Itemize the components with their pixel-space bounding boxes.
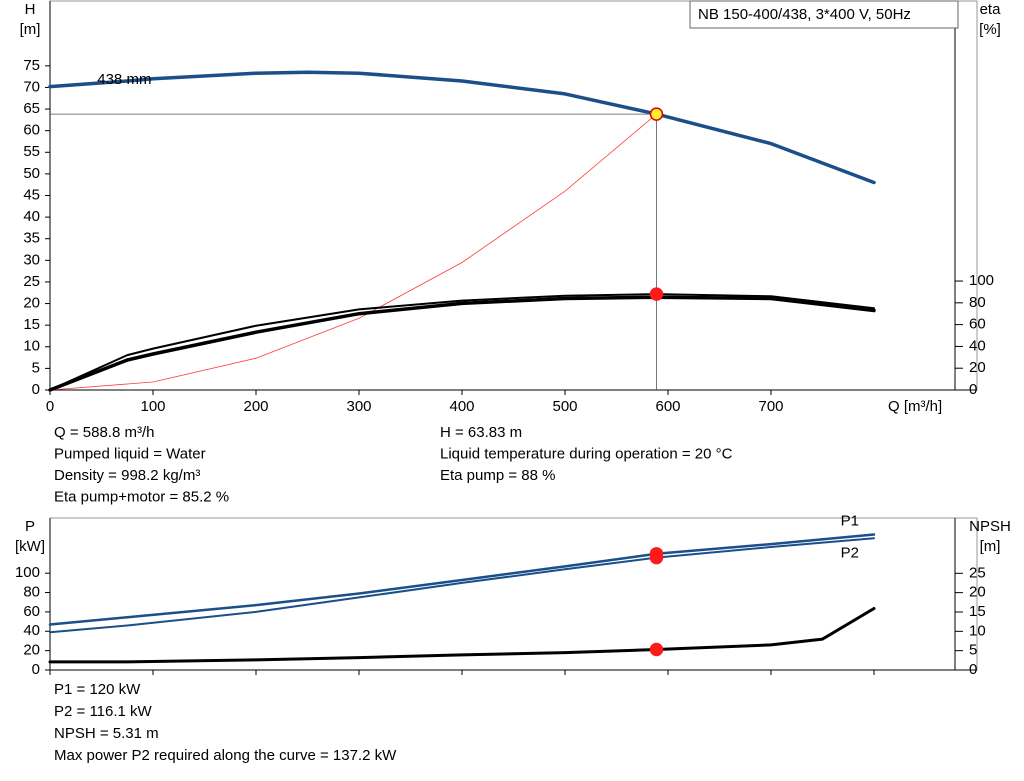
info-text: Max power P2 required along the curve = … <box>54 747 397 764</box>
x-tick-label: 300 <box>346 398 371 415</box>
y-axis-unit: [kW] <box>15 538 45 555</box>
y2-tick-label: 15 <box>969 603 986 620</box>
info-text: Liquid temperature during operation = 20… <box>440 445 733 462</box>
y-tick-label: 40 <box>23 208 40 225</box>
y-tick-label: 5 <box>32 359 40 376</box>
y-tick-label: 60 <box>23 603 40 620</box>
y-tick-label: 80 <box>23 584 40 601</box>
x-axis-title: Q [m³/h] <box>888 398 942 415</box>
plot-frame <box>49 0 978 391</box>
info-text: P2 = 116.1 kW <box>54 703 153 720</box>
operating-point <box>649 642 664 657</box>
curve-label: 438 mm <box>97 71 151 88</box>
x-tick-label: 600 <box>655 398 680 415</box>
y2-tick-label: 5 <box>969 642 977 659</box>
info-text: Eta pump = 88 % <box>440 467 556 484</box>
title-box <box>689 0 959 29</box>
y-tick-label: 20 <box>23 642 40 659</box>
y-axis-title: H <box>25 1 36 18</box>
y2-tick-label: 100 <box>969 272 994 289</box>
y-tick-label: 10 <box>23 338 40 355</box>
y-tick-label: 20 <box>23 295 40 312</box>
curve-label: P1 <box>841 512 859 529</box>
curve <box>49 113 657 391</box>
curve <box>48 70 876 185</box>
y2-tick-label: 10 <box>969 622 986 639</box>
y2-tick-label: 25 <box>969 564 986 581</box>
y-tick-label: 25 <box>23 273 40 290</box>
y-tick-label: 60 <box>23 122 40 139</box>
x-tick-label: 0 <box>46 398 54 415</box>
y-tick-label: 100 <box>15 564 40 581</box>
info-text: H = 63.83 m <box>440 424 522 441</box>
y-tick-label: 0 <box>32 381 40 398</box>
operating-point <box>649 287 664 301</box>
info-text: Density = 998.2 kg/m³ <box>54 467 200 484</box>
y-tick-label: 55 <box>23 143 40 160</box>
y-axis-title: P <box>25 518 35 535</box>
y-tick-label: 65 <box>23 100 40 117</box>
y2-tick-label: 0 <box>969 661 977 678</box>
y-tick-label: 40 <box>23 622 40 639</box>
curve <box>48 607 876 664</box>
x-tick-label: 700 <box>758 398 783 415</box>
operating-point <box>649 550 664 565</box>
y-axis-unit: [m] <box>20 21 41 38</box>
y2-axis-unit: [%] <box>979 21 1001 38</box>
y2-tick-label: 60 <box>969 316 986 333</box>
y-tick-label: 45 <box>23 186 40 203</box>
info-text: Pumped liquid = Water <box>54 445 206 462</box>
info-text: Q = 588.8 m³/h <box>54 424 154 441</box>
info-text: NPSH = 5.31 m <box>54 725 159 742</box>
y-tick-label: 75 <box>23 57 40 74</box>
curve <box>49 293 875 391</box>
info-text: Eta pump+motor = 85.2 % <box>54 488 229 505</box>
y2-tick-label: 80 <box>969 294 986 311</box>
y-tick-label: 70 <box>23 78 40 95</box>
y2-tick-label: 20 <box>969 584 986 601</box>
y2-axis-title: NPSH <box>969 518 1011 535</box>
x-tick-label: 400 <box>449 398 474 415</box>
y2-tick-label: 40 <box>969 337 986 354</box>
curve <box>48 533 876 626</box>
y2-axis-unit: [m] <box>980 538 1001 555</box>
chart-title: NB 150-400/438, 3*400 V, 50Hz <box>698 6 911 23</box>
x-tick-label: 100 <box>140 398 165 415</box>
y2-tick-label: 0 <box>969 381 977 398</box>
operating-point <box>649 107 664 121</box>
info-text: P1 = 120 kW <box>54 681 141 698</box>
y2-axis-title: eta <box>980 1 1002 18</box>
y-tick-label: 15 <box>23 316 40 333</box>
y2-tick-label: 20 <box>969 359 986 376</box>
curve <box>49 537 875 634</box>
curve <box>48 295 876 392</box>
y-tick-label: 30 <box>23 251 40 268</box>
y-tick-label: 50 <box>23 165 40 182</box>
x-tick-label: 200 <box>243 398 268 415</box>
curve-label: P2 <box>841 544 859 561</box>
y-tick-label: 35 <box>23 230 40 247</box>
x-tick-label: 500 <box>552 398 577 415</box>
y-tick-label: 0 <box>32 661 40 678</box>
